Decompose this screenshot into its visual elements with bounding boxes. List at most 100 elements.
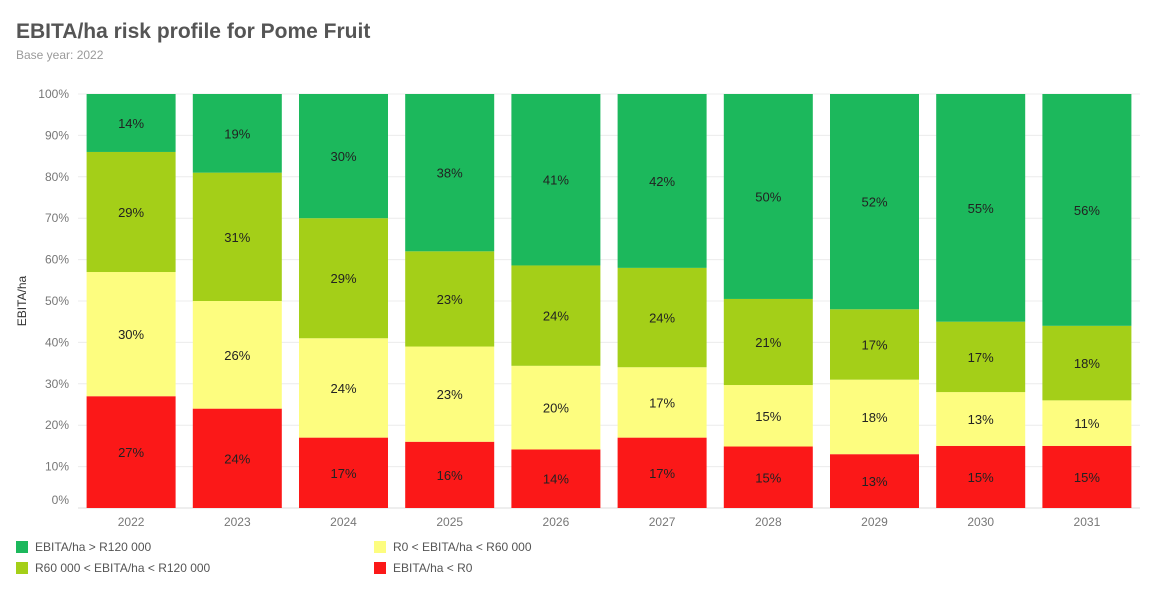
data-label: 41% [543, 173, 569, 188]
legend-item-lower-mid[interactable]: R0 < EBITA/ha < R60 000 [374, 540, 674, 554]
bar-segment [936, 392, 1026, 446]
data-label: 17% [968, 350, 994, 365]
data-label: 30% [330, 149, 356, 164]
y-tick-label: 100% [38, 87, 69, 101]
data-label: 11% [1074, 416, 1099, 431]
legend-item-upper-mid[interactable]: R60 000 < EBITA/ha < R120 000 [16, 561, 374, 575]
x-tick-label: 2029 [861, 515, 888, 529]
bar-segment [830, 309, 919, 380]
bar-segment [1042, 94, 1132, 326]
legend-swatch-high [16, 541, 28, 553]
bar-segment [192, 172, 282, 301]
data-label: 31% [224, 230, 250, 245]
bar-segment [86, 396, 176, 508]
data-label: 15% [968, 470, 994, 485]
data-label: 55% [968, 201, 994, 216]
y-tick-label: 20% [45, 418, 69, 432]
data-label: 21% [755, 335, 781, 350]
bar-segment [405, 441, 495, 508]
x-tick-label: 2022 [118, 515, 145, 529]
data-label: 19% [224, 126, 250, 141]
bar-segment [86, 272, 176, 397]
legend-label-lower-mid: R0 < EBITA/ha < R60 000 [393, 540, 532, 554]
bar-segment [299, 218, 388, 339]
data-label: 50% [755, 189, 781, 204]
y-tick-label: 70% [45, 211, 69, 225]
bar-segment [617, 437, 707, 508]
data-label: 15% [1074, 470, 1100, 485]
y-tick-label: 0% [52, 493, 70, 507]
bar-segment [830, 454, 919, 508]
bar-segment [936, 94, 1026, 322]
y-tick-label: 60% [45, 253, 69, 267]
bar-segment [617, 94, 707, 268]
x-tick-label: 2024 [330, 515, 357, 529]
y-tick-label: 30% [45, 377, 69, 391]
bar-segment [617, 267, 707, 368]
data-label: 13% [861, 474, 887, 489]
data-label: 14% [118, 116, 144, 131]
bar-segment [723, 385, 813, 447]
bar-segment [1042, 445, 1132, 508]
legend-item-low[interactable]: EBITA/ha < R0 [374, 561, 674, 575]
x-tick-label: 2030 [967, 515, 994, 529]
bar-segment [86, 94, 176, 152]
bar-segment [511, 94, 601, 266]
bar-segment [511, 365, 601, 450]
chart-title: EBITA/ha risk profile for Pome Fruit [16, 20, 371, 43]
data-label: 15% [755, 470, 781, 485]
legend-label-upper-mid: R60 000 < EBITA/ha < R120 000 [35, 561, 211, 575]
legend: EBITA/ha > R120 000 R0 < EBITA/ha < R60 … [16, 540, 674, 575]
y-tick-label: 80% [45, 170, 69, 184]
data-label: 15% [755, 409, 781, 424]
bar-segment [299, 338, 388, 438]
data-label: 18% [861, 410, 887, 425]
data-label: 27% [118, 445, 144, 460]
stacked-bar-chart: 0% 10% 20% 30% 40% 50% 60% 70% 80% 90% 100% EBITA/h… [15, 87, 1140, 529]
legend-label-high: EBITA/ha > R120 000 [35, 540, 152, 554]
data-label: 13% [968, 412, 994, 427]
data-label: 24% [543, 309, 569, 324]
data-label: 26% [224, 348, 250, 363]
bar-segment [936, 445, 1026, 508]
legend-label-low: EBITA/ha < R0 [393, 561, 473, 575]
data-label: 18% [1074, 356, 1100, 371]
bar-segment [936, 321, 1026, 393]
x-tick-label: 2025 [436, 515, 463, 529]
x-tick-label: 2031 [1074, 515, 1101, 529]
data-label: 20% [543, 401, 569, 416]
bar-segment [405, 251, 495, 347]
legend-item-high[interactable]: EBITA/ha > R120 000 [16, 540, 374, 554]
bar-segment [192, 408, 282, 508]
y-tick-label: 10% [45, 460, 69, 474]
data-label: 14% [543, 472, 569, 487]
bar-segment [511, 265, 601, 366]
bar-segment [511, 449, 601, 508]
data-label: 42% [649, 174, 675, 189]
bar-segment [405, 94, 495, 252]
data-label: 29% [118, 205, 144, 220]
data-label: 23% [437, 387, 463, 402]
data-label: 24% [330, 381, 356, 396]
data-label: 30% [118, 327, 144, 342]
bar-segment [617, 367, 707, 438]
data-label: 24% [224, 451, 250, 466]
data-label: 23% [437, 292, 463, 307]
data-label: 17% [649, 395, 675, 410]
bar-segment [723, 446, 813, 508]
data-label: 38% [437, 166, 463, 181]
bar-segment [830, 379, 919, 455]
y-axis-title: EBITA/ha [15, 275, 29, 326]
data-label: 56% [1074, 203, 1100, 218]
bar-segment [299, 94, 388, 219]
bar-segment [1042, 325, 1132, 401]
legend-swatch-upper-mid [16, 562, 28, 574]
bar-segment [192, 301, 282, 409]
x-tick-label: 2027 [649, 515, 676, 529]
chart-subtitle: Base year: 2022 [16, 48, 104, 62]
bar-segment [723, 298, 813, 386]
y-tick-label: 50% [45, 294, 69, 308]
x-tick-label: 2028 [755, 515, 782, 529]
data-label: 16% [437, 468, 463, 483]
x-tick-label: 2023 [224, 515, 251, 529]
